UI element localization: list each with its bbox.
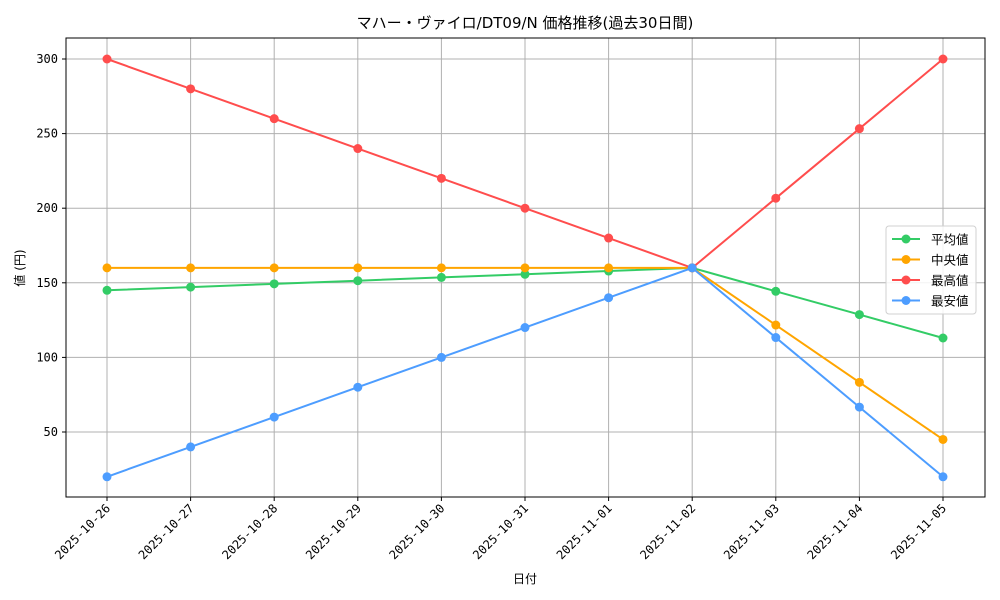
data-point bbox=[938, 54, 948, 64]
data-point bbox=[102, 54, 112, 64]
y-tick-label: 200 bbox=[36, 201, 58, 215]
data-series bbox=[102, 54, 948, 482]
data-point bbox=[436, 272, 446, 282]
data-point bbox=[186, 84, 196, 94]
data-point bbox=[269, 114, 279, 124]
legend-item: 平均値 bbox=[892, 232, 969, 247]
data-point bbox=[102, 285, 112, 295]
x-tick-label: 2025-11-04 bbox=[805, 501, 866, 562]
data-point bbox=[771, 286, 781, 296]
data-point bbox=[353, 144, 363, 154]
data-point bbox=[854, 377, 864, 387]
y-tick-label: 250 bbox=[36, 127, 58, 141]
x-tick-label: 2025-10-29 bbox=[303, 501, 364, 562]
data-point bbox=[353, 263, 363, 273]
series-2 bbox=[102, 54, 948, 273]
series-3 bbox=[102, 263, 948, 482]
data-point bbox=[102, 472, 112, 482]
data-point bbox=[854, 402, 864, 412]
legend-item: 最高値 bbox=[892, 273, 969, 288]
x-tick-label: 2025-11-03 bbox=[721, 501, 782, 562]
data-point bbox=[771, 333, 781, 343]
data-point bbox=[520, 263, 530, 273]
data-point bbox=[186, 263, 196, 273]
data-point bbox=[854, 310, 864, 320]
data-point bbox=[938, 434, 948, 444]
legend-marker-icon bbox=[901, 255, 911, 264]
data-point bbox=[687, 263, 697, 273]
chart-title: マハー・ヴァイロ/DT09/N 価格推移(過去30日間) bbox=[356, 14, 694, 32]
x-tick-label: 2025-11-05 bbox=[888, 501, 949, 562]
data-point bbox=[269, 412, 279, 422]
x-tick-label: 2025-10-30 bbox=[387, 501, 448, 562]
legend-item: 最安値 bbox=[892, 294, 969, 309]
data-point bbox=[604, 263, 614, 273]
data-point bbox=[771, 193, 781, 203]
x-axis: 2025-10-26 2025-10-27 2025-10-28 2025-10-29… bbox=[52, 497, 949, 562]
x-tick-label: 2025-10-28 bbox=[219, 501, 280, 562]
x-tick-label: 2025-10-26 bbox=[52, 501, 113, 562]
x-axis-label: 日付 bbox=[513, 572, 537, 586]
legend-label: 平均値 bbox=[931, 232, 969, 247]
data-point bbox=[436, 173, 446, 183]
legend-label: 中央値 bbox=[931, 253, 969, 268]
data-point bbox=[604, 233, 614, 243]
data-point bbox=[520, 323, 530, 333]
data-point bbox=[353, 276, 363, 286]
data-point bbox=[604, 293, 614, 303]
data-point bbox=[520, 203, 530, 213]
y-tick-label: 50 bbox=[44, 425, 58, 439]
legend-item: 中央値 bbox=[892, 253, 969, 268]
data-point bbox=[938, 333, 948, 343]
data-point bbox=[771, 320, 781, 330]
data-point bbox=[102, 263, 112, 273]
data-point bbox=[854, 124, 864, 134]
legend-marker-icon bbox=[901, 275, 911, 285]
x-tick-label: 2025-10-27 bbox=[136, 501, 197, 562]
x-tick-label: 2025-11-02 bbox=[637, 501, 698, 562]
data-point bbox=[436, 263, 446, 273]
data-point bbox=[353, 382, 363, 392]
legend-label: 最安値 bbox=[931, 294, 969, 309]
y-tick-label: 100 bbox=[36, 350, 58, 364]
data-point bbox=[269, 279, 279, 289]
x-tick-label: 2025-10-31 bbox=[470, 501, 531, 562]
data-point bbox=[436, 352, 446, 362]
legend-box bbox=[885, 225, 977, 315]
data-point bbox=[269, 263, 279, 273]
y-axis-label: 値 (円) bbox=[12, 249, 27, 286]
data-point bbox=[520, 269, 530, 279]
data-point bbox=[938, 472, 948, 482]
y-axis: 50 100 150 200 250 300 bbox=[36, 52, 66, 439]
legend-label: 最高値 bbox=[931, 273, 969, 288]
legend-marker-icon bbox=[901, 234, 911, 244]
data-point bbox=[186, 282, 196, 292]
data-point bbox=[186, 442, 196, 452]
x-tick-label: 2025-11-01 bbox=[554, 501, 615, 562]
legend-marker-icon bbox=[901, 296, 911, 305]
y-tick-label: 150 bbox=[36, 276, 58, 290]
y-tick-label: 300 bbox=[36, 52, 58, 66]
